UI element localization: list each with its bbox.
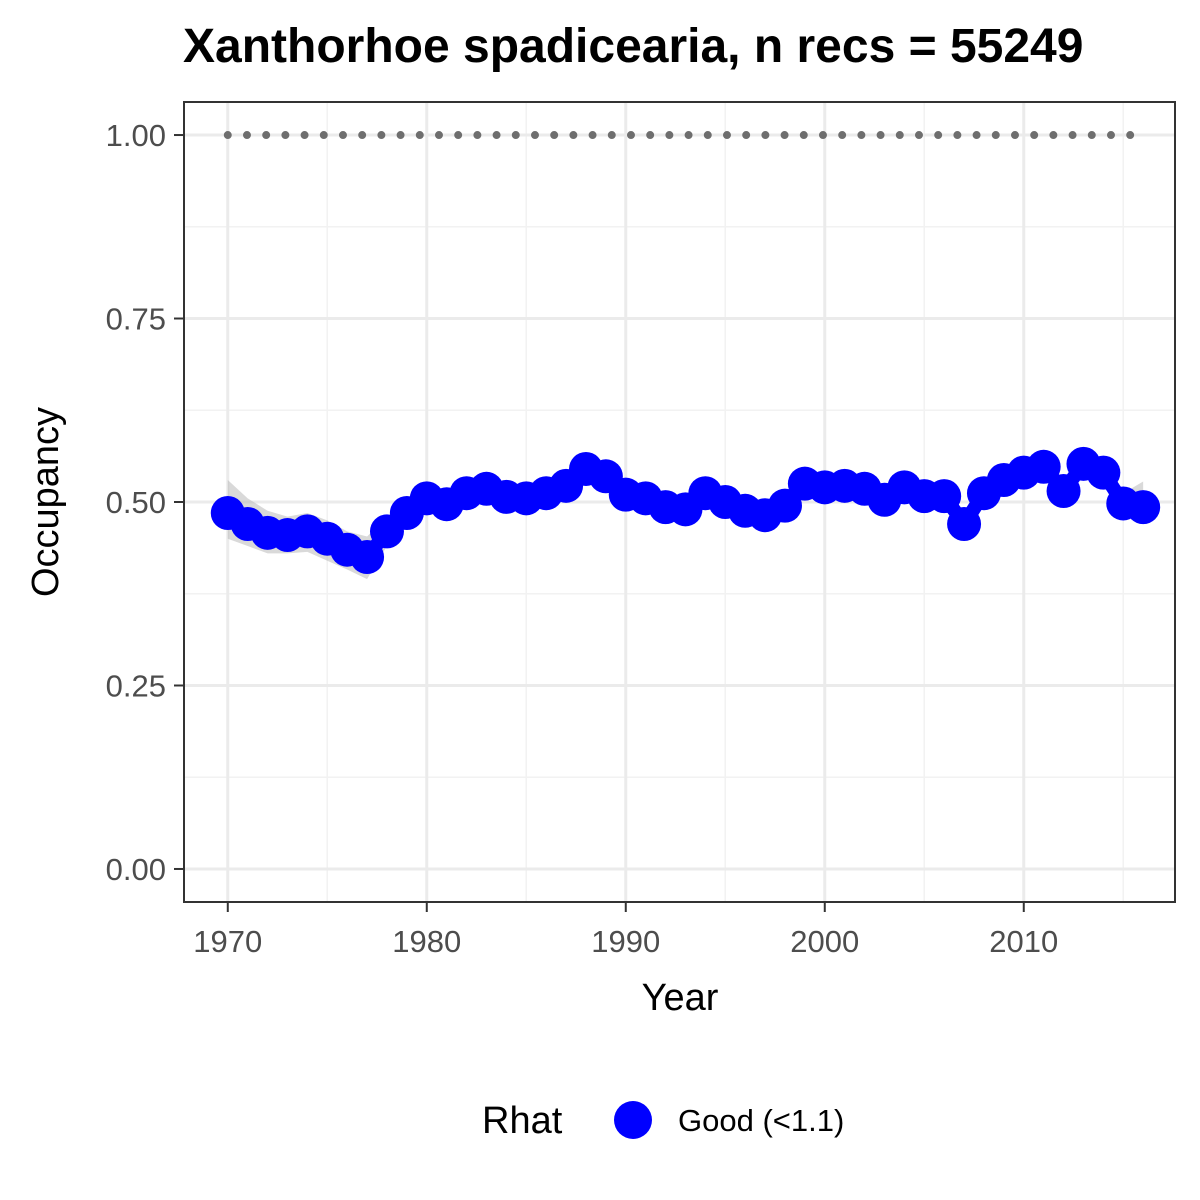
data-point [1026,449,1061,484]
legend-key-good [614,1101,652,1139]
x-tick-label: 2010 [989,924,1058,959]
x-axis: 1970 1980 1990 2000 2010 [193,902,1058,959]
data-point [1126,490,1161,525]
y-axis-title: Occupancy [25,407,67,597]
y-tick-label: 1.00 [106,118,166,153]
data-point [1086,455,1121,490]
x-tick-label: 1990 [591,924,660,959]
y-tick-label: 0.50 [106,485,166,520]
x-tick-label: 2000 [790,924,859,959]
data-point [350,540,385,575]
data-point [947,507,982,542]
y-tick-label: 0.25 [106,668,166,703]
data-point [927,479,962,514]
legend: Rhat Good (<1.1) [482,1100,844,1142]
y-tick-label: 0.75 [106,302,166,337]
data-point [767,488,802,523]
y-axis: 0.00 0.25 0.50 0.75 1.00 [106,118,184,887]
legend-title: Rhat [482,1100,563,1142]
y-tick-label: 0.00 [106,852,166,887]
x-axis-title: Year [642,977,719,1019]
data-point [1046,473,1081,508]
occupancy-points [210,446,1161,575]
x-tick-label: 1980 [392,924,461,959]
legend-label-good: Good (<1.1) [678,1103,844,1138]
chart-title: Xanthorhoe spadicearia, n recs = 55249 [183,20,1083,73]
x-tick-label: 1970 [193,924,262,959]
